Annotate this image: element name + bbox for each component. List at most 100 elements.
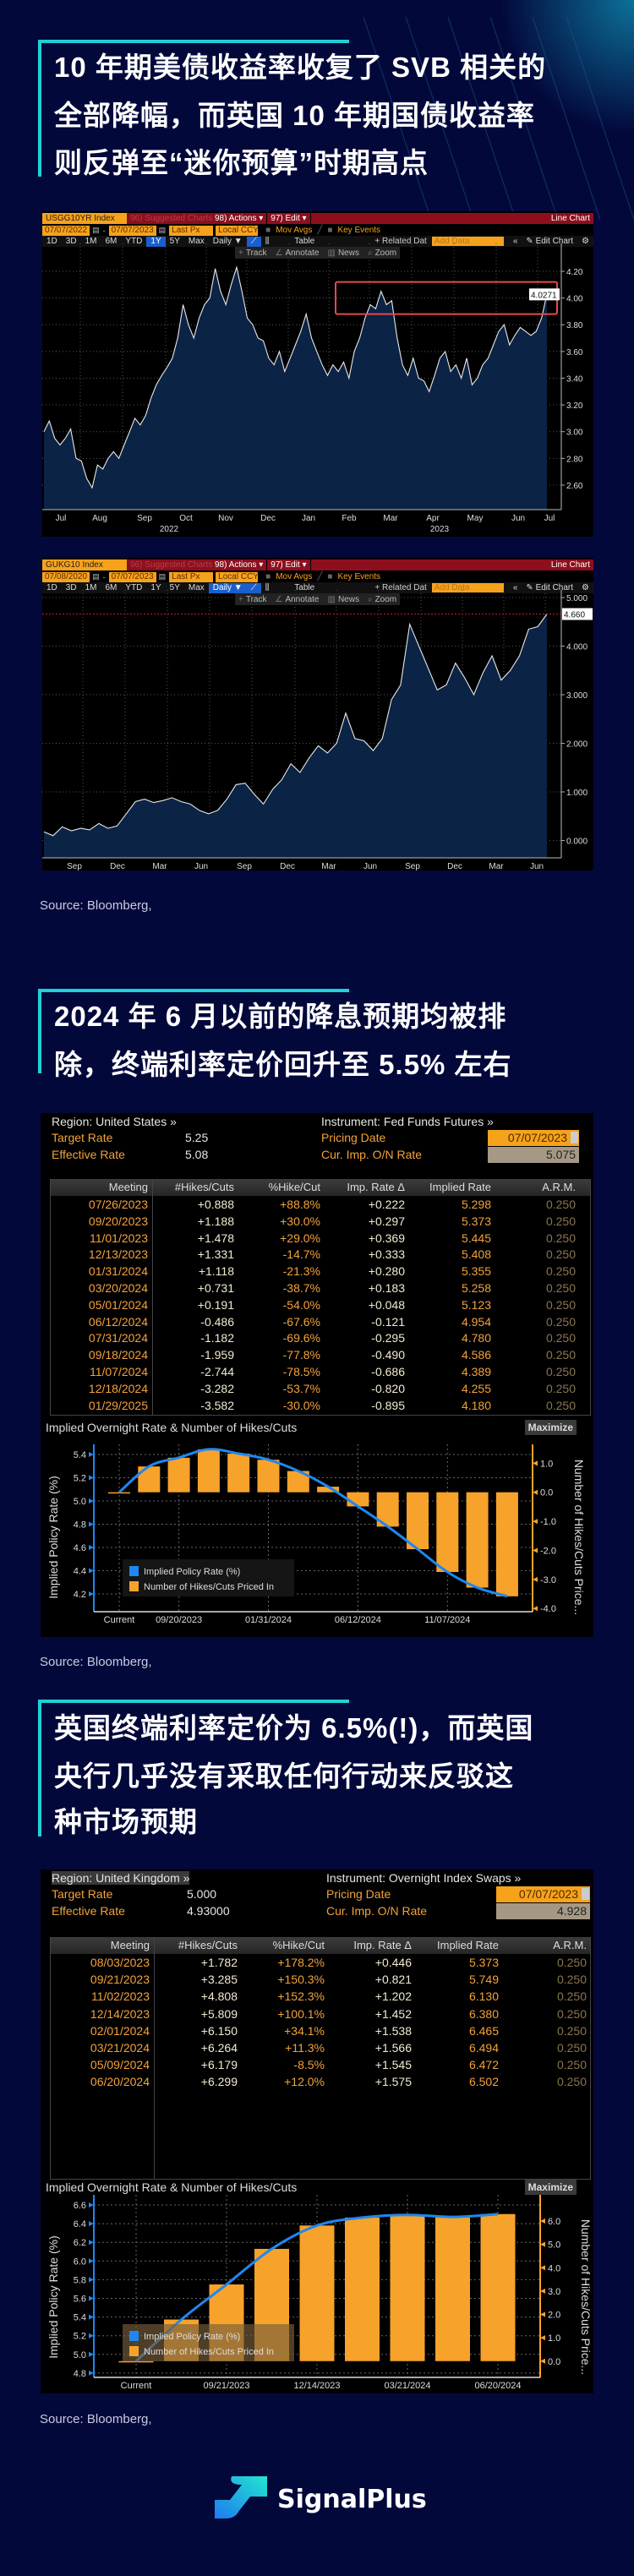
column-header-3[interactable]: Imp. Rate Δ [347,1181,405,1193]
region-selector[interactable]: Region: United Kingdom » [52,1871,190,1885]
bar-chart-icon[interactable]: ⫼ [265,236,270,246]
period-button-1m[interactable]: 1M [85,236,97,246]
column-header-4[interactable]: Implied Rate [437,1939,499,1951]
start-date-field[interactable]: 07/07/2022 [42,225,90,236]
edit-chart-button[interactable]: ✎ Edit Chart [526,582,574,592]
table-row[interactable]: 12/14/2023 +5.809 +100.1% +1.452 6.380 0.250 [50,2006,590,2022]
mov-avgs-toggle[interactable]: Mov Avgs [276,572,313,581]
table-button[interactable]: Table [294,582,315,592]
tool-news[interactable]: ▥ News [328,595,359,604]
suggested-charts-menu[interactable]: 96) Suggested Charts [130,560,213,570]
line-chart-icon[interactable]: ⟋ [246,236,261,247]
column-header-1[interactable]: #Hikes/Cuts [174,1181,234,1193]
table-row[interactable]: 02/01/2024 +6.150 +34.1% +1.538 6.465 0.250 [50,2022,590,2039]
table-row[interactable]: 11/01/2023 +1.478 +29.0% +0.369 5.445 0.250 [50,1230,590,1247]
frequency-dropdown[interactable]: Daily ▼ [212,236,243,246]
collapse-icon[interactable]: « [512,582,518,592]
period-button-5y[interactable]: 5Y [169,582,180,592]
currency-selector[interactable]: Local CCY [216,225,259,236]
table-row[interactable]: 11/07/2024 -2.744 -78.5% -0.686 4.389 0.250 [50,1363,590,1380]
line-chart-icon[interactable]: ⟋ [246,582,261,593]
frequency-dropdown[interactable]: Daily ▼ [208,582,247,593]
field-selector[interactable]: Last Px [169,225,214,236]
tool-annotate[interactable]: ∠ Annotate [275,248,319,258]
column-header-5[interactable]: A.R.M. [542,1181,576,1193]
end-date-field[interactable]: 07/07/2023 [108,571,156,582]
tool-zoom[interactable]: ⌕ Zoom [368,595,396,604]
gear-icon[interactable]: ⚙ [582,582,589,592]
collapse-icon[interactable]: « [512,236,518,246]
table-row[interactable]: 11/02/2023 +4.808 +152.3% +1.202 6.130 0.250 [50,1988,590,2005]
column-header-3[interactable]: Imp. Rate Δ [353,1939,412,1951]
instrument-selector[interactable]: Instrument: Fed Funds Futures » [321,1115,494,1128]
ticker-field[interactable]: GUKG10 Index [42,559,127,570]
table-row[interactable]: 12/13/2023 +1.331 -14.7% +0.333 5.408 0.250 [50,1246,590,1263]
start-date-field[interactable]: 07/08/2020 [42,571,90,582]
checkbox-icon[interactable]: ■ [265,226,271,235]
calendar-icon[interactable]: ▤ [92,226,100,234]
add-data-input[interactable]: Add Data [431,583,504,592]
field-selector[interactable]: Last Px [169,571,214,582]
period-button-1d[interactable]: 1D [46,582,57,592]
table-row[interactable]: 01/29/2025 -3.582 -30.0% -0.895 4.180 0.250 [50,1397,590,1414]
ticker-field[interactable]: USGG10YR Index [42,213,127,224]
table-row[interactable]: 05/09/2024 +6.179 -8.5% +1.545 6.472 0.250 [50,2056,590,2073]
mov-avgs-toggle[interactable]: Mov Avgs [276,226,313,235]
period-button-1y[interactable]: 1Y [146,236,166,247]
tool-news[interactable]: ▥ News [328,248,359,258]
key-events-toggle[interactable]: Key Events [337,572,381,581]
tool-track[interactable]: + Track [238,595,266,604]
period-button-3d[interactable]: 3D [65,582,77,592]
checkbox-icon[interactable]: ■ [265,572,271,581]
table-row[interactable]: 09/21/2023 +3.285 +150.3% +0.821 5.749 0.250 [50,1971,590,1988]
calendar-icon[interactable]: ▤ [92,572,100,581]
table-button[interactable]: Table [294,236,315,246]
period-button-3d[interactable]: 3D [65,236,77,246]
table-row[interactable]: 09/20/2023 +1.188 +30.0% +0.297 5.373 0.250 [50,1213,590,1230]
related-data-button[interactable]: + Related Dat [374,583,427,592]
gear-icon[interactable]: ⚙ [582,236,589,246]
end-date-field[interactable]: 07/07/2023 [108,225,156,236]
table-row[interactable]: 12/18/2024 -3.282 -53.7% -0.820 4.255 0.250 [50,1380,590,1397]
key-events-toggle[interactable]: Key Events [337,226,381,235]
column-header-2[interactable]: %Hike/Cut [272,1939,325,1951]
calendar-icon[interactable] [571,1132,578,1143]
table-row[interactable]: 07/31/2024 -1.182 -69.6% -0.295 4.780 0.250 [50,1329,590,1346]
period-button-ytd[interactable]: YTD [125,236,143,246]
edit-menu[interactable]: 97) Edit ▾ [267,559,311,570]
maximize-button[interactable]: Maximize [524,1420,577,1435]
edit-menu[interactable]: 97) Edit ▾ [267,213,311,224]
column-header-2[interactable]: %Hike/Cut [268,1181,320,1193]
period-button-6m[interactable]: 6M [105,236,118,246]
checkbox-icon[interactable]: ■ [327,572,333,581]
pencil-icon[interactable]: ╱ [317,572,323,581]
add-data-input[interactable]: Add Data [431,237,504,246]
period-button-max[interactable]: Max [188,582,205,592]
table-row[interactable]: 06/20/2024 +6.299 +12.0% +1.575 6.502 0.250 [50,2073,590,2090]
tool-track[interactable]: + Track [238,248,266,258]
column-header-4[interactable]: Implied Rate [429,1181,491,1193]
actions-menu[interactable]: 98) Actions ▾ [211,213,268,224]
calendar-icon[interactable] [582,1888,589,1900]
pencil-icon[interactable]: ╱ [317,226,323,235]
calendar-icon[interactable]: ▤ [158,572,167,581]
currency-selector[interactable]: Local CCY [216,571,259,582]
related-data-button[interactable]: + Related Dat [374,237,427,246]
calendar-icon[interactable]: ▤ [158,226,167,234]
table-row[interactable]: 07/26/2023 +0.888 +88.8% +0.222 5.298 0.250 [50,1196,590,1213]
column-header-0[interactable]: Meeting [108,1181,148,1193]
edit-chart-button[interactable]: ✎ Edit Chart [526,236,574,246]
pricing-date-field[interactable]: 07/07/2023 [488,1130,579,1146]
period-button-1d[interactable]: 1D [46,236,57,246]
column-header-5[interactable]: A.R.M. [553,1939,587,1951]
table-row[interactable]: 09/18/2024 -1.959 -77.8% -0.490 4.586 0.250 [50,1346,590,1363]
period-button-1m[interactable]: 1M [85,582,97,592]
pricing-date-field[interactable]: 07/07/2023 [496,1886,590,1902]
period-button-5y[interactable]: 5Y [169,236,180,246]
suggested-charts-menu[interactable]: 96) Suggested Charts [130,214,213,223]
table-row[interactable]: 01/31/2024 +1.118 -21.3% +0.280 5.355 0.250 [50,1263,590,1280]
tool-zoom[interactable]: ⌕ Zoom [368,248,396,258]
actions-menu[interactable]: 98) Actions ▾ [211,559,268,570]
table-row[interactable]: 08/03/2023 +1.782 +178.2% +0.446 5.373 0.250 [50,1954,590,1971]
region-selector[interactable]: Region: United States » [52,1115,177,1128]
